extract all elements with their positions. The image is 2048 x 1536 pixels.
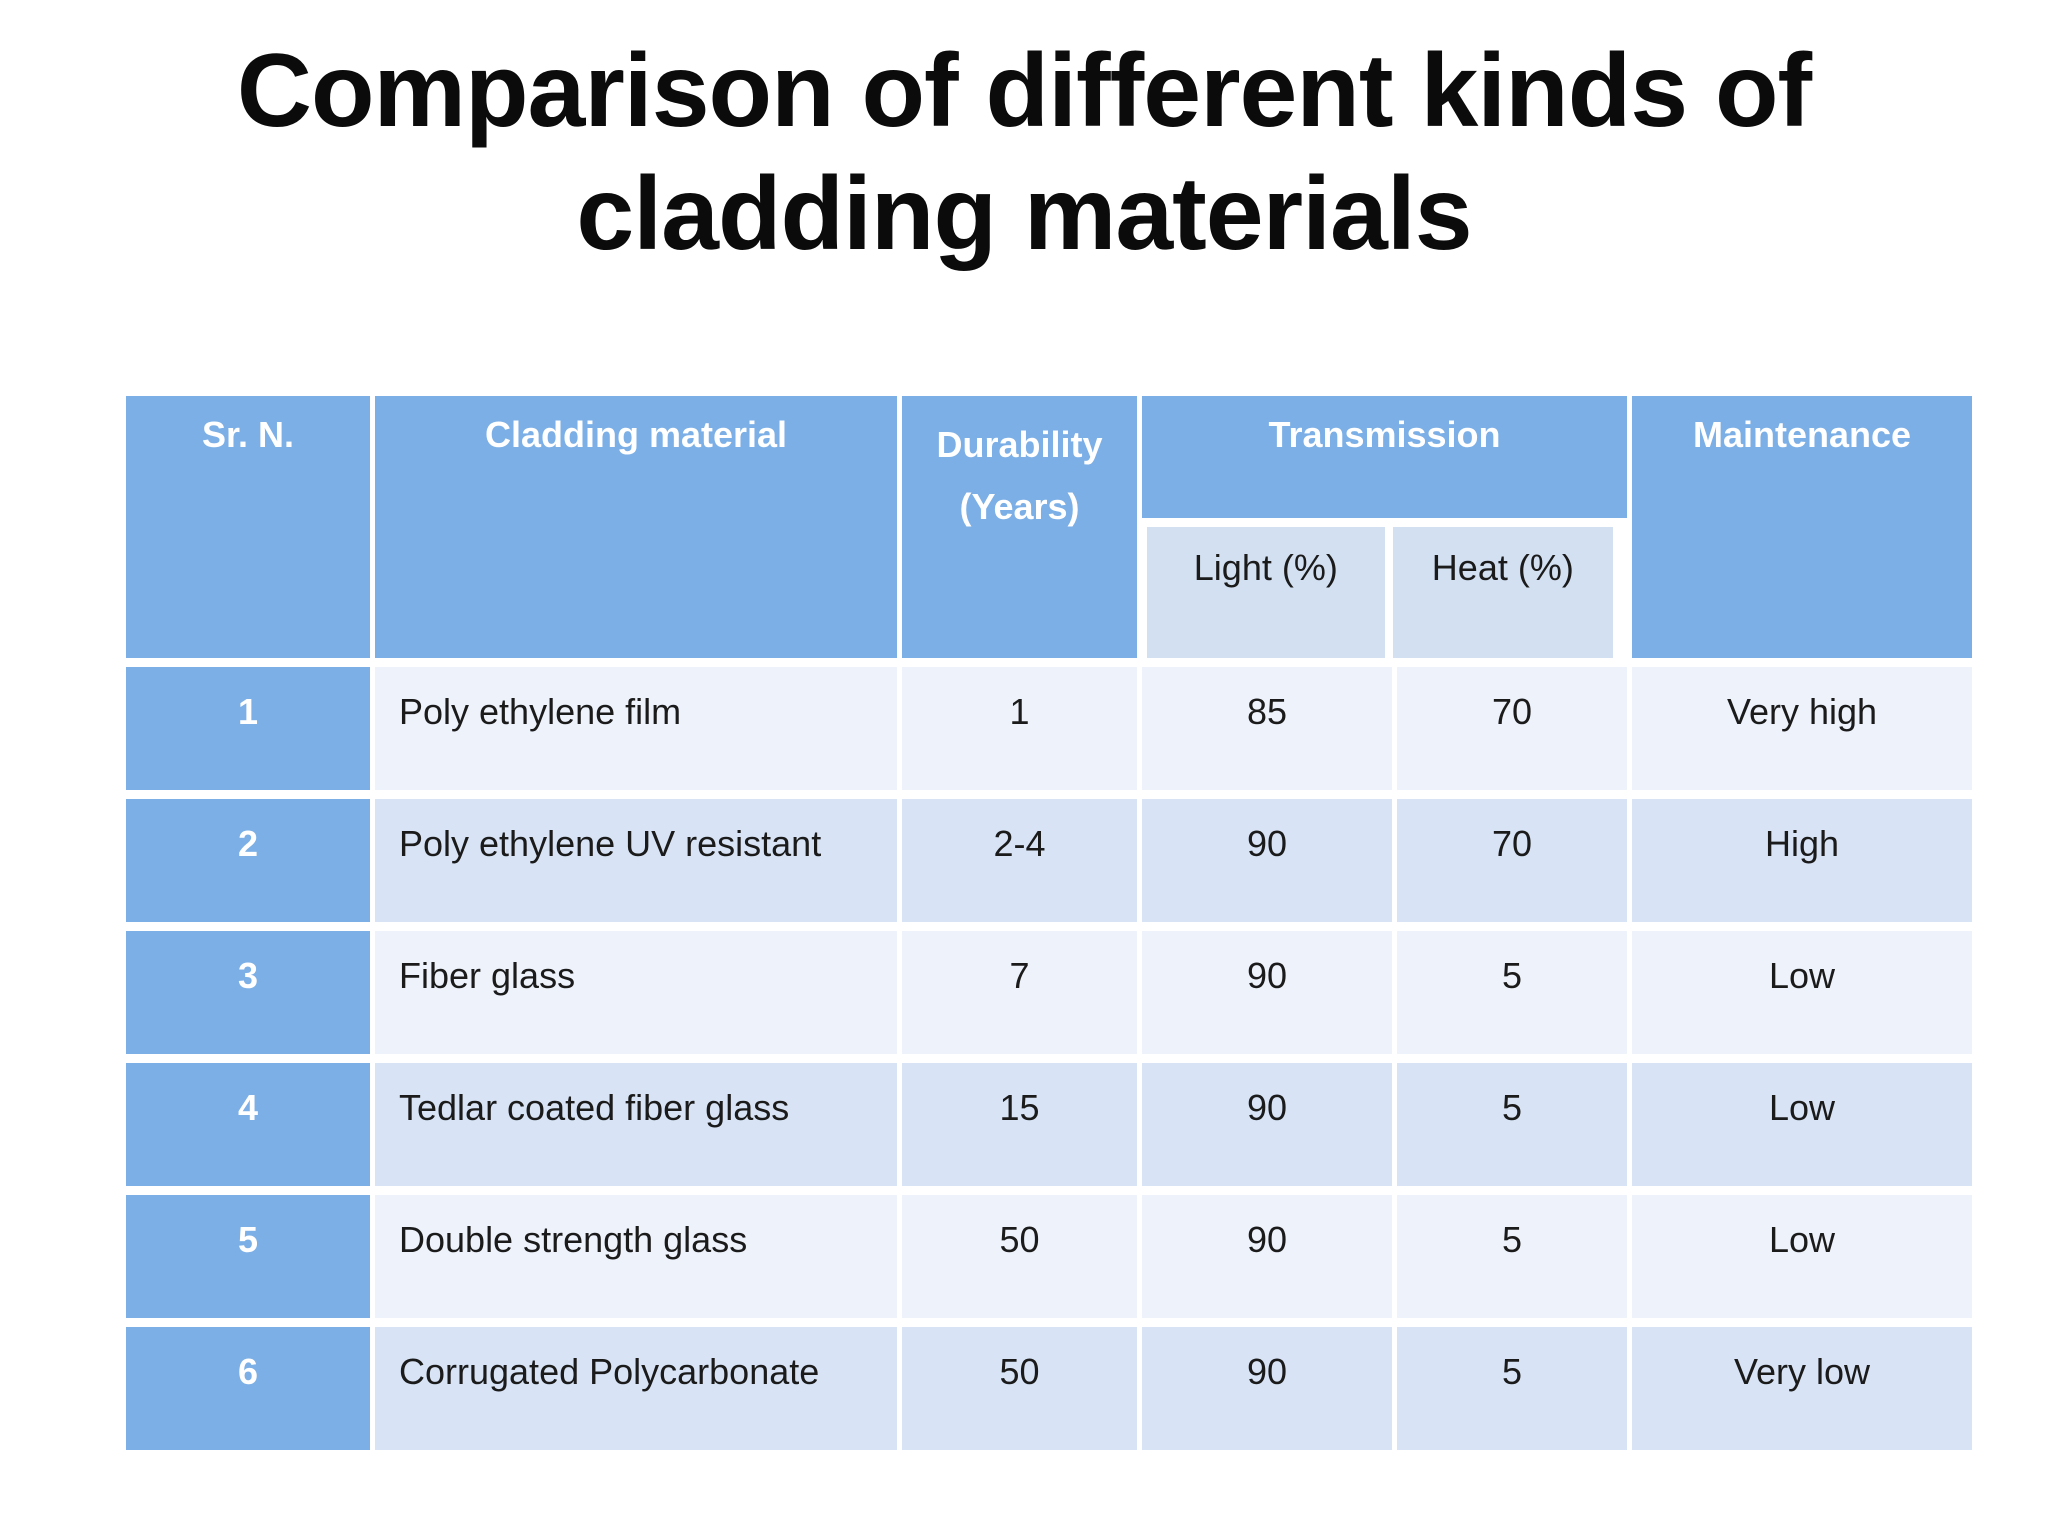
cell-cladding-material: Corrugated Polycarbonate bbox=[375, 1327, 897, 1450]
header-durability-line-2: (Years) bbox=[959, 485, 1080, 527]
cell-durability: 50 bbox=[902, 1327, 1137, 1450]
cell-heat-transmission: 5 bbox=[1397, 1327, 1627, 1450]
transmission-subheader-row: Light (%) Heat (%) bbox=[1142, 518, 1627, 658]
page-title: Comparison of different kinds of claddin… bbox=[0, 30, 2048, 275]
cell-cladding-material: Tedlar coated fiber glass bbox=[375, 1063, 897, 1186]
cell-heat-transmission: 70 bbox=[1397, 799, 1627, 922]
cell-light-transmission: 90 bbox=[1142, 1327, 1392, 1450]
header-durability-line-1: Durability bbox=[936, 424, 1103, 465]
header-cell-maintenance: Maintenance bbox=[1632, 396, 1972, 658]
cell-cladding-material: Fiber glass bbox=[375, 931, 897, 1054]
cell-heat-transmission: 5 bbox=[1397, 1063, 1627, 1186]
cell-sr-n: 6 bbox=[126, 1327, 370, 1450]
cell-sr-n: 5 bbox=[126, 1195, 370, 1318]
header-cell-heat-percent: Heat (%) bbox=[1392, 527, 1613, 658]
cell-durability: 15 bbox=[902, 1063, 1137, 1186]
cell-maintenance: High bbox=[1632, 799, 1972, 922]
page-title-line-2: cladding materials bbox=[576, 155, 1472, 272]
cell-maintenance: Low bbox=[1632, 931, 1972, 1054]
cell-durability: 7 bbox=[902, 931, 1137, 1054]
header-cell-sr-n: Sr. N. bbox=[126, 396, 370, 658]
cell-light-transmission: 90 bbox=[1142, 1063, 1392, 1186]
cell-maintenance: Very low bbox=[1632, 1327, 1972, 1450]
cell-light-transmission: 90 bbox=[1142, 799, 1392, 922]
cell-sr-n: 4 bbox=[126, 1063, 370, 1186]
cell-durability: 50 bbox=[902, 1195, 1137, 1318]
cell-durability: 1 bbox=[902, 667, 1137, 790]
header-cell-transmission: Transmission bbox=[1142, 396, 1627, 518]
cell-heat-transmission: 5 bbox=[1397, 931, 1627, 1054]
cell-light-transmission: 90 bbox=[1142, 1195, 1392, 1318]
header-cell-cladding-material: Cladding material bbox=[375, 396, 897, 658]
comparison-table: Sr. N. Cladding material Durability (Yea… bbox=[126, 396, 1972, 1450]
cell-heat-transmission: 5 bbox=[1397, 1195, 1627, 1318]
cell-light-transmission: 90 bbox=[1142, 931, 1392, 1054]
cell-cladding-material: Double strength glass bbox=[375, 1195, 897, 1318]
header-cell-light-percent: Light (%) bbox=[1147, 527, 1385, 658]
header-cell-durability: Durability (Years) bbox=[902, 396, 1137, 658]
header-group-transmission: Transmission Light (%) Heat (%) bbox=[1142, 396, 1627, 658]
page-title-line-1: Comparison of different kinds of bbox=[236, 33, 1812, 149]
cell-maintenance: Very high bbox=[1632, 667, 1972, 790]
cell-cladding-material: Poly ethylene UV resistant bbox=[375, 799, 897, 922]
header-durability-lines: Durability (Years) bbox=[902, 414, 1137, 538]
cell-maintenance: Low bbox=[1632, 1195, 1972, 1318]
cell-sr-n: 2 bbox=[126, 799, 370, 922]
cell-sr-n: 1 bbox=[126, 667, 370, 790]
cell-light-transmission: 85 bbox=[1142, 667, 1392, 790]
cell-maintenance: Low bbox=[1632, 1063, 1972, 1186]
cell-durability: 2-4 bbox=[902, 799, 1137, 922]
cell-heat-transmission: 70 bbox=[1397, 667, 1627, 790]
cell-cladding-material: Poly ethylene film bbox=[375, 667, 897, 790]
cell-sr-n: 3 bbox=[126, 931, 370, 1054]
